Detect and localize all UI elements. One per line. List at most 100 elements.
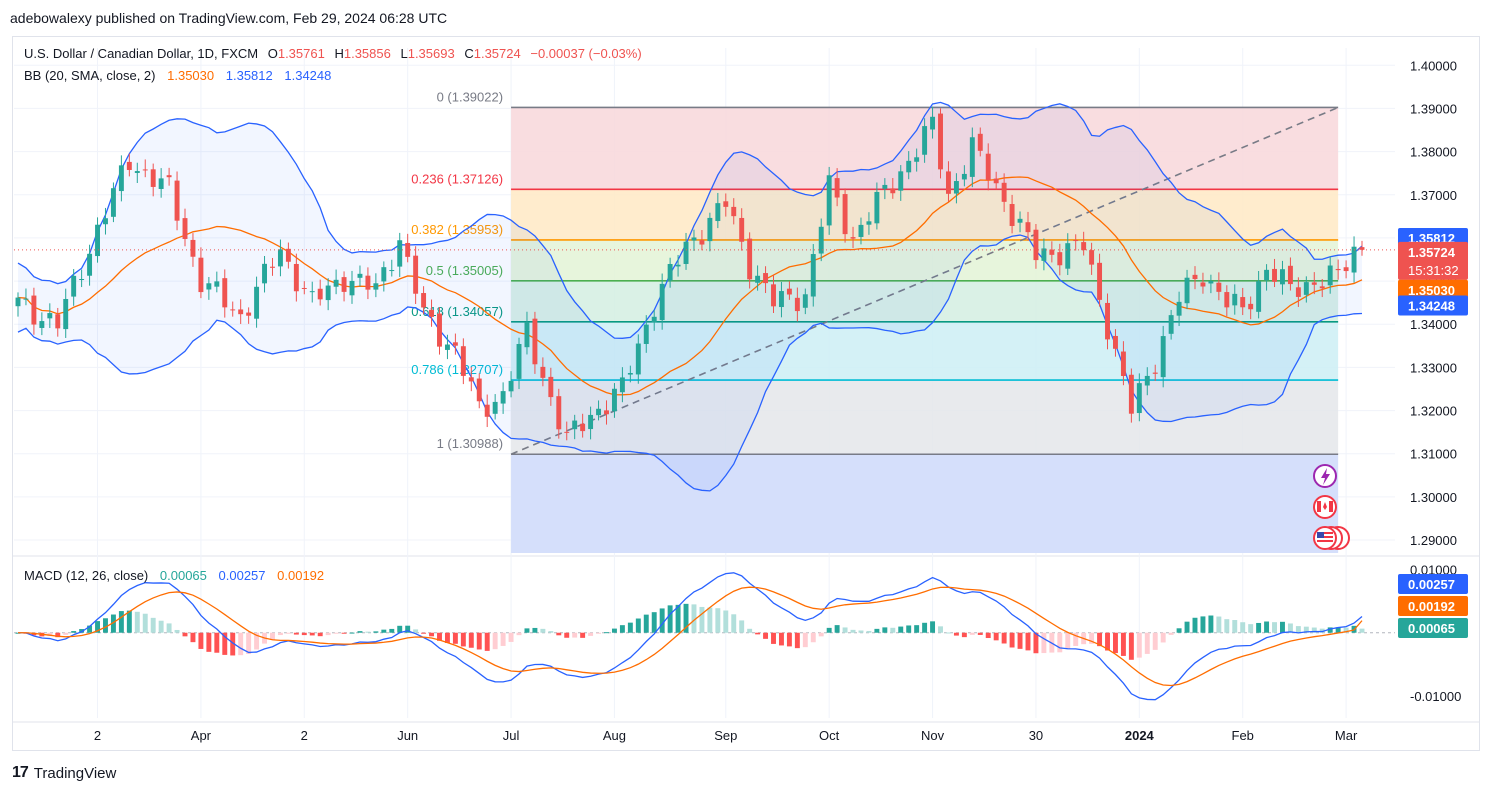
candle-body bbox=[63, 298, 69, 330]
x-tick-label: 2 bbox=[94, 728, 101, 743]
bb-lower-badge-text: 1.34248 bbox=[1408, 299, 1455, 314]
candle-body bbox=[763, 273, 769, 284]
candle-body bbox=[230, 309, 236, 311]
candle-body bbox=[906, 160, 912, 173]
macd-signal-badge-text: 0.00192 bbox=[1408, 599, 1455, 614]
macd-hist-bar bbox=[103, 618, 108, 633]
macd-hist-bar bbox=[906, 625, 912, 633]
macd-hist-bar bbox=[556, 632, 562, 636]
macd-hist-bar bbox=[63, 632, 69, 635]
candle-body bbox=[985, 153, 991, 181]
fibonacci-retracement: 0 (1.39022) 0.236 (1.37126) 0.382 (1.35953… bbox=[411, 89, 1339, 553]
macd-hist-bar bbox=[381, 629, 387, 633]
candle-body bbox=[1097, 262, 1103, 300]
candle-body bbox=[1017, 218, 1023, 223]
bb-basis-badge: 1.35030 bbox=[1398, 279, 1468, 300]
chart-frame[interactable] bbox=[12, 36, 1480, 751]
macd-line-badge-bg bbox=[1398, 574, 1468, 594]
candle-body bbox=[556, 396, 562, 430]
candle-body bbox=[55, 314, 61, 329]
tradingview-footer[interactable]: 17 TradingView bbox=[12, 764, 116, 782]
candle-body bbox=[134, 171, 140, 173]
candle-body bbox=[802, 294, 808, 308]
macd-hist-bar bbox=[166, 623, 172, 633]
candle-body bbox=[1295, 287, 1301, 297]
x-tick-label: Jun bbox=[397, 728, 418, 743]
x-tick-label: 2024 bbox=[1125, 728, 1155, 743]
candle-body bbox=[110, 188, 116, 217]
candle-body bbox=[1041, 248, 1047, 261]
macd-hist-bar bbox=[778, 632, 784, 646]
candle-body bbox=[79, 279, 85, 281]
candle-body bbox=[1224, 292, 1230, 308]
x-tick-label: 30 bbox=[1029, 728, 1043, 743]
y-tick-label: 1.40000 bbox=[1410, 58, 1457, 73]
candle-body bbox=[914, 157, 920, 162]
candle-body bbox=[206, 283, 212, 290]
candle-body bbox=[1168, 315, 1174, 334]
macd-hist-bar bbox=[389, 628, 395, 633]
macd-hist-bar bbox=[405, 625, 411, 633]
lightning-event-icon[interactable] bbox=[1313, 464, 1337, 488]
us-flag-icon[interactable] bbox=[1313, 526, 1350, 550]
candle-body bbox=[977, 133, 983, 151]
macd-hist-bar bbox=[945, 632, 951, 634]
legend-low: 1.35693 bbox=[408, 46, 455, 61]
macd-hist-bar bbox=[866, 630, 872, 633]
legend-bb-basis: 1.35030 bbox=[167, 68, 214, 83]
macd-signal-line bbox=[17, 586, 1363, 687]
macd-hist-bar bbox=[349, 632, 355, 634]
candle-body bbox=[771, 284, 776, 307]
candle-body bbox=[516, 343, 522, 379]
macd-hist-bar bbox=[763, 632, 769, 639]
candle-body bbox=[285, 248, 291, 262]
candle-body bbox=[95, 224, 100, 257]
macd-hist-bar bbox=[1295, 626, 1301, 633]
macd-hist-bar bbox=[747, 628, 753, 633]
macd-hist-bar bbox=[786, 632, 792, 647]
candle-body bbox=[484, 404, 490, 417]
candle-body bbox=[930, 116, 936, 130]
x-tick-label: Apr bbox=[191, 728, 212, 743]
candle-body bbox=[834, 178, 840, 198]
bb-lower-badge-bg bbox=[1398, 295, 1468, 316]
macd-hist-bar bbox=[858, 630, 864, 633]
x-tick-label: Aug bbox=[603, 728, 626, 743]
macd-hist-bar bbox=[397, 625, 403, 633]
candle-body bbox=[437, 313, 442, 347]
macd-hist-badge: 0.00065 bbox=[1398, 618, 1468, 638]
macd-hist-bar bbox=[1033, 632, 1039, 654]
fib-level-label: 0.5 (1.35005) bbox=[426, 263, 503, 278]
candle-body bbox=[1216, 282, 1222, 292]
macd-hist-bar bbox=[476, 632, 482, 650]
candle-body bbox=[47, 313, 53, 319]
candle-body bbox=[500, 391, 506, 404]
macd-hist-bar bbox=[890, 627, 896, 633]
publisher-line: adebowalexy published on TradingView.com… bbox=[10, 10, 448, 26]
candle-body bbox=[365, 275, 371, 290]
candle-body bbox=[1128, 374, 1134, 414]
y-tick-label: 1.38000 bbox=[1410, 145, 1457, 160]
candle-body bbox=[1025, 222, 1031, 233]
y-tick-label: 1.37000 bbox=[1410, 188, 1457, 203]
fib-zone bbox=[511, 280, 1339, 322]
candle-body bbox=[1351, 246, 1357, 273]
macd-hist-bar bbox=[1240, 622, 1246, 633]
price-badge-countdown: 15:31:32 bbox=[1408, 263, 1459, 278]
canada-flag-icon[interactable] bbox=[1313, 495, 1337, 519]
macd-hist-bar bbox=[707, 607, 713, 633]
legend-macd-signal: 0.00192 bbox=[277, 568, 324, 583]
candle-body bbox=[842, 194, 848, 235]
fib-zone bbox=[511, 239, 1339, 281]
bb-lower-badge: 1.34248 bbox=[1398, 295, 1468, 316]
candle-body bbox=[1319, 286, 1325, 289]
candle-body bbox=[747, 238, 753, 280]
candle-body bbox=[1208, 281, 1214, 284]
macd-hist-bar bbox=[206, 632, 212, 652]
candle-body bbox=[922, 126, 928, 155]
macd-hist-bar bbox=[731, 614, 737, 633]
macd-hist-bar bbox=[365, 631, 371, 633]
candle-body bbox=[1335, 268, 1341, 271]
fib-level-label: 0 (1.39022) bbox=[437, 89, 504, 104]
